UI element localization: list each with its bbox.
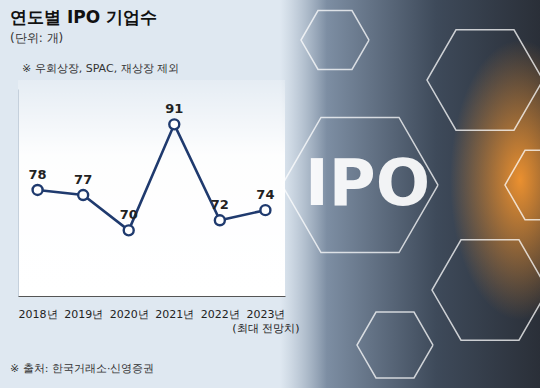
subtitle: (단위: 개): [10, 31, 63, 45]
x-tick: 2019년: [64, 308, 103, 321]
hexagon: [282, 117, 438, 252]
marker: [124, 225, 134, 235]
x-tick: 2023년(최대 전망치): [232, 308, 299, 335]
hexagon: [301, 11, 369, 70]
marker: [169, 119, 179, 129]
note: ※ 우회상장, SPAC, 재상장 제외: [22, 62, 179, 75]
chart: IPO 연도별 IPO 기업수 (단위: 개) ※ 우회상장, SPAC, 재상장 제…: [0, 0, 540, 388]
x-axis-line: [19, 296, 286, 297]
x-tick-label: 2021년: [155, 308, 194, 321]
data-label: 72: [211, 197, 229, 212]
title: 연도별 IPO 기업수: [10, 7, 157, 27]
data-label: 77: [74, 172, 92, 187]
hexagon: [427, 30, 540, 130]
x-tick-label: 2022년: [201, 308, 240, 321]
marker: [78, 190, 88, 200]
marker: [215, 215, 225, 225]
x-tick: 2021년: [155, 308, 194, 321]
plot-panel: [18, 80, 285, 296]
hexagon: [357, 312, 433, 378]
image-text: IPO: [305, 146, 430, 220]
line: [38, 124, 266, 230]
y-axis: [18, 90, 19, 297]
hexagon: [432, 240, 540, 340]
marker: [260, 205, 270, 215]
data-label: 91: [165, 101, 183, 116]
data-label: 78: [29, 167, 47, 182]
photo-glow: [450, 40, 540, 320]
x-tick: 2022년: [201, 308, 240, 321]
x-tick-label: 2018년: [19, 308, 58, 321]
x-tick-label: 2023년(최대 전망치): [232, 308, 299, 335]
x-tick: 2018년: [19, 308, 58, 321]
x-axis: 2018년 2019년 2020년 2021년 2022년2023년(최대 전망치): [19, 297, 300, 335]
y-axis-line: [18, 90, 19, 297]
plot-marks: [33, 119, 271, 235]
data-label: 70: [120, 207, 138, 222]
x-tick-label: 2020년: [110, 308, 149, 321]
x-tick-label: 2019년: [64, 308, 103, 321]
hexagon: [505, 150, 540, 219]
marker: [33, 185, 43, 195]
source: ※ 출처: 한국거래소·신영증권: [10, 362, 154, 375]
x-tick: 2020년: [110, 308, 149, 321]
data-label: 74: [256, 187, 274, 202]
